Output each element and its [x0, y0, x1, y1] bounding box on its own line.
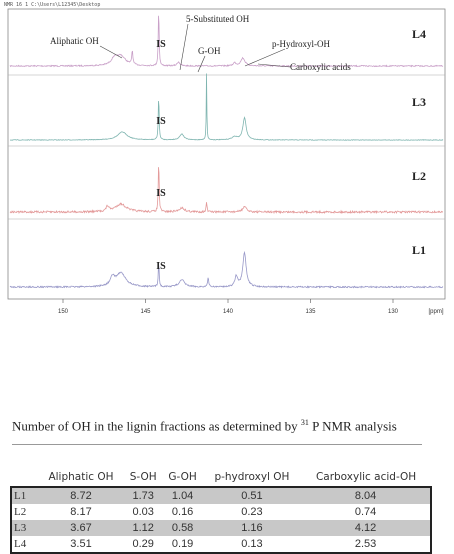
cell: 1.73: [132, 490, 154, 502]
column-header: p-hydroxyl OH: [214, 471, 290, 483]
oh-table: Aliphatic OH S-OH G-OH p-hydroxyl OH Carboxy…: [10, 470, 432, 554]
table-row: L2 8.17 0.03 0.16 0.23 0.74: [11, 504, 431, 520]
column-header: G-OH: [168, 471, 197, 483]
caption-sup: 31: [300, 418, 309, 427]
x-tick-label: 145: [140, 309, 151, 315]
leader: [257, 63, 291, 68]
column-header: Carboxylic acid-OH: [315, 471, 417, 483]
panel-label: L3: [412, 95, 426, 109]
leader: [244, 48, 286, 67]
cell: 0.51: [241, 490, 263, 502]
cell: 4.12: [354, 522, 377, 534]
spectrum-trace: [9, 250, 444, 289]
cell: 0.23: [241, 506, 263, 518]
cell: 0.74: [354, 506, 377, 518]
x-tick-label: 150: [58, 309, 69, 315]
spectrum-trace: [9, 167, 444, 215]
annotation: 5-Substituted OH: [186, 14, 250, 24]
rule: [12, 444, 422, 445]
cell: 1.04: [171, 490, 194, 502]
row-label: L4: [14, 538, 27, 550]
nmr-spectra: NMR 16 1 C:\Users\L12345\Desktop Aliphat…: [4, 2, 446, 315]
panel-label: L1: [412, 243, 426, 257]
cell: 8.17: [70, 506, 92, 518]
cell: 3.51: [70, 538, 92, 550]
is-label: IS: [156, 39, 166, 50]
x-unit: [ppm]: [428, 309, 443, 315]
cell: 2.53: [354, 538, 377, 550]
cell: 0.29: [132, 538, 154, 550]
is-label: IS: [156, 261, 166, 272]
row-label: L1: [14, 490, 27, 502]
x-tick-label: 140: [223, 309, 234, 315]
annotation: G-OH: [198, 46, 221, 56]
file-header: NMR 16 1 C:\Users\L12345\Desktop: [4, 2, 100, 8]
column-header: Aliphatic OH: [48, 471, 114, 483]
is-label: IS: [156, 188, 166, 199]
caption-text: Number of OH in the lignin fractions as …: [12, 418, 301, 434]
cell: 0.58: [171, 522, 194, 534]
annotation: Carboxylic acids: [290, 62, 351, 72]
spectrum-trace: [9, 15, 444, 68]
is-label: IS: [156, 116, 166, 127]
leader: [179, 23, 189, 71]
spectrum-trace: [9, 73, 444, 141]
cell: 3.67: [70, 522, 92, 534]
cell: 0.19: [171, 538, 194, 550]
annotation: Aliphatic OH: [50, 36, 99, 46]
header-row: Aliphatic OH S-OH G-OH p-hydroxyl OH Carboxy…: [11, 470, 431, 487]
table-row: L3 3.67 1.12 0.58 1.16 4.12: [11, 520, 431, 536]
row-label: L2: [14, 506, 27, 518]
table-caption: Number of OH in the lignin fractions as …: [12, 418, 397, 434]
cell: 8.04: [354, 490, 377, 502]
row-label: L3: [14, 522, 27, 534]
table-row: L1 8.72 1.73 1.04 0.51 8.04: [11, 487, 431, 504]
cell: 0.03: [132, 506, 154, 518]
frame: [7, 8, 446, 300]
cell: 1.16: [241, 522, 263, 534]
x-tick-label: 135: [305, 309, 316, 315]
panel-label: L4: [412, 27, 426, 41]
cell: 0.16: [171, 506, 194, 518]
panel-label: L2: [412, 169, 426, 183]
cell: 0.13: [241, 538, 263, 550]
table-row: L4 3.51 0.29 0.19 0.13 2.53: [11, 536, 431, 553]
cell: 1.12: [132, 522, 154, 534]
column-header: S-OH: [129, 471, 157, 483]
leader: [197, 55, 206, 73]
x-tick-label: 130: [388, 309, 399, 315]
caption-text: P NMR analysis: [308, 418, 397, 434]
corner: [11, 470, 38, 487]
annotation: p-Hydroxyl-OH: [272, 39, 330, 49]
leader: [99, 45, 123, 59]
cell: 8.72: [70, 490, 92, 502]
